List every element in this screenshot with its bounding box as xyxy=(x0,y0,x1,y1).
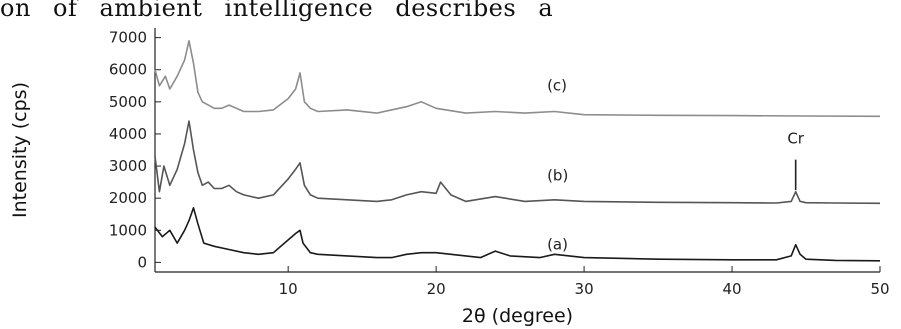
y-tick-label: 7000 xyxy=(109,29,147,47)
series-label-1: (b) xyxy=(547,167,568,185)
x-tick-label: 20 xyxy=(427,280,446,298)
series-label-2: (c) xyxy=(547,77,567,95)
y-tick-label: 4000 xyxy=(109,125,147,143)
y-tick-label: 3000 xyxy=(109,157,147,175)
y-tick-label: 2000 xyxy=(109,189,147,207)
chart-axes xyxy=(154,28,880,273)
y-tick-label: 1000 xyxy=(109,221,147,239)
annotation-label: Cr xyxy=(787,130,804,148)
x-tick-label: 50 xyxy=(870,280,889,298)
y-tick-label: 6000 xyxy=(109,61,147,79)
series-line-0 xyxy=(154,207,881,262)
header-text: on of ambient intelligence describes a xyxy=(0,0,554,22)
x-tick-label: 10 xyxy=(279,280,298,298)
y-tick-label: 0 xyxy=(137,253,147,271)
chart-labels: (a) (b) (c) Cr xyxy=(547,77,805,254)
x-axis-title: 2θ (degree) xyxy=(462,305,573,327)
series-line-1 xyxy=(154,120,881,205)
chart-ticks: 0 1000 2000 3000 4000 5000 6000 7000 10 20 30 40 50 xyxy=(109,29,890,298)
y-axis-title: Intensity (cps) xyxy=(9,82,31,218)
series-line-2 xyxy=(154,39,881,118)
chart-series xyxy=(154,39,881,262)
x-tick-label: 40 xyxy=(722,280,741,298)
x-tick-label: 30 xyxy=(575,280,594,298)
y-tick-label: 5000 xyxy=(109,93,147,111)
series-label-0: (a) xyxy=(547,236,568,254)
